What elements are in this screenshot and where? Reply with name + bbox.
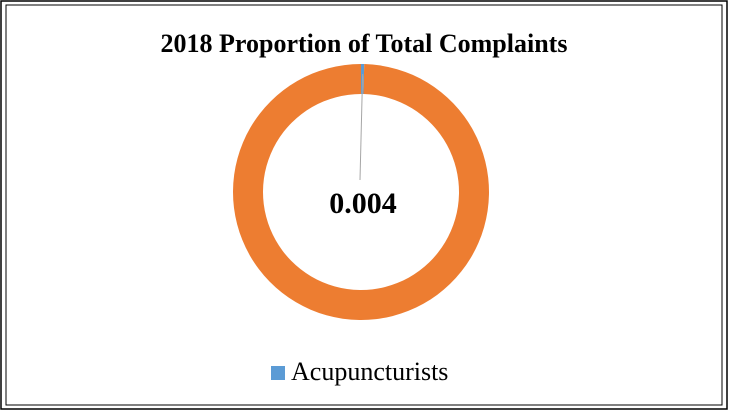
- data-label: 0.004: [329, 187, 397, 220]
- chart-title: 2018 Proportion of Total Complaints: [161, 29, 568, 58]
- legend-swatch: [271, 366, 285, 380]
- leader-line: [359, 73, 364, 181]
- legend-label: Acupuncturists: [291, 357, 448, 386]
